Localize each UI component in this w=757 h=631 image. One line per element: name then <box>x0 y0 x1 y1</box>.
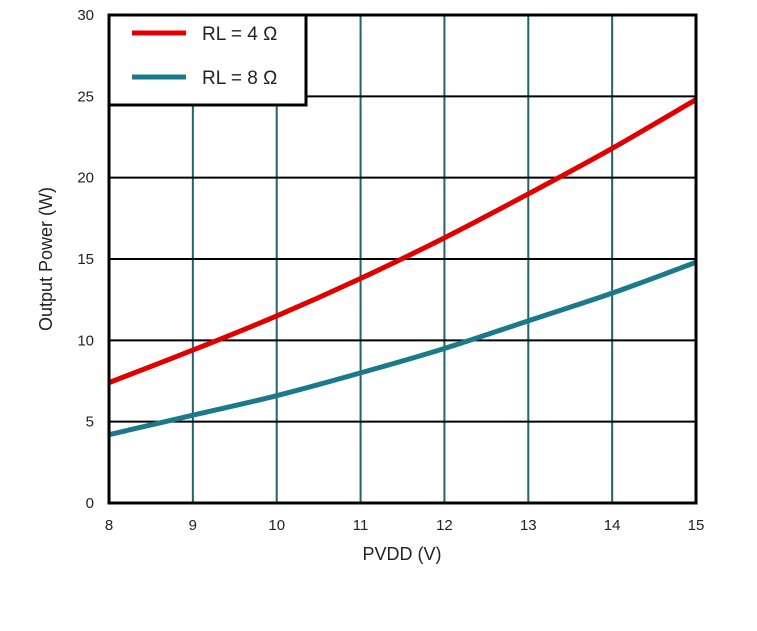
x-tick-label: 15 <box>688 517 705 534</box>
x-tick-label: 14 <box>604 517 621 534</box>
y-tick-label: 5 <box>86 414 94 431</box>
x-tick-label: 10 <box>268 517 285 534</box>
x-tick-label: 11 <box>353 517 369 534</box>
y-tick-label: 15 <box>77 251 94 268</box>
y-tick-label: 20 <box>77 170 94 187</box>
x-axis-label: PVDD (V) <box>362 544 441 564</box>
legend-label-2: RL = 8 Ω <box>202 68 277 89</box>
legend: RL = 4 Ω RL = 8 Ω <box>107 13 308 107</box>
legend-box <box>107 13 308 107</box>
tick-labels: 8 9 10 11 12 13 14 15 0 5 10 15 20 25 30 <box>77 7 704 534</box>
plot-frame <box>107 13 698 505</box>
x-tick-label: 12 <box>436 517 453 534</box>
y-tick-label: 25 <box>77 88 94 105</box>
x-tick-label: 13 <box>520 517 537 534</box>
y-tick-label: 10 <box>77 332 94 349</box>
y-tick-label: 0 <box>86 495 94 512</box>
series-line-1 <box>108 97 698 385</box>
y-tick-label: 30 <box>77 7 94 24</box>
series-lines <box>108 97 698 438</box>
series-line-2 <box>108 259 697 438</box>
y-axis-label: Output Power (W) <box>36 187 56 331</box>
x-tick-label: 9 <box>189 517 197 534</box>
legend-label-1: RL = 4 Ω <box>202 24 277 45</box>
x-tick-label: 8 <box>105 517 113 534</box>
